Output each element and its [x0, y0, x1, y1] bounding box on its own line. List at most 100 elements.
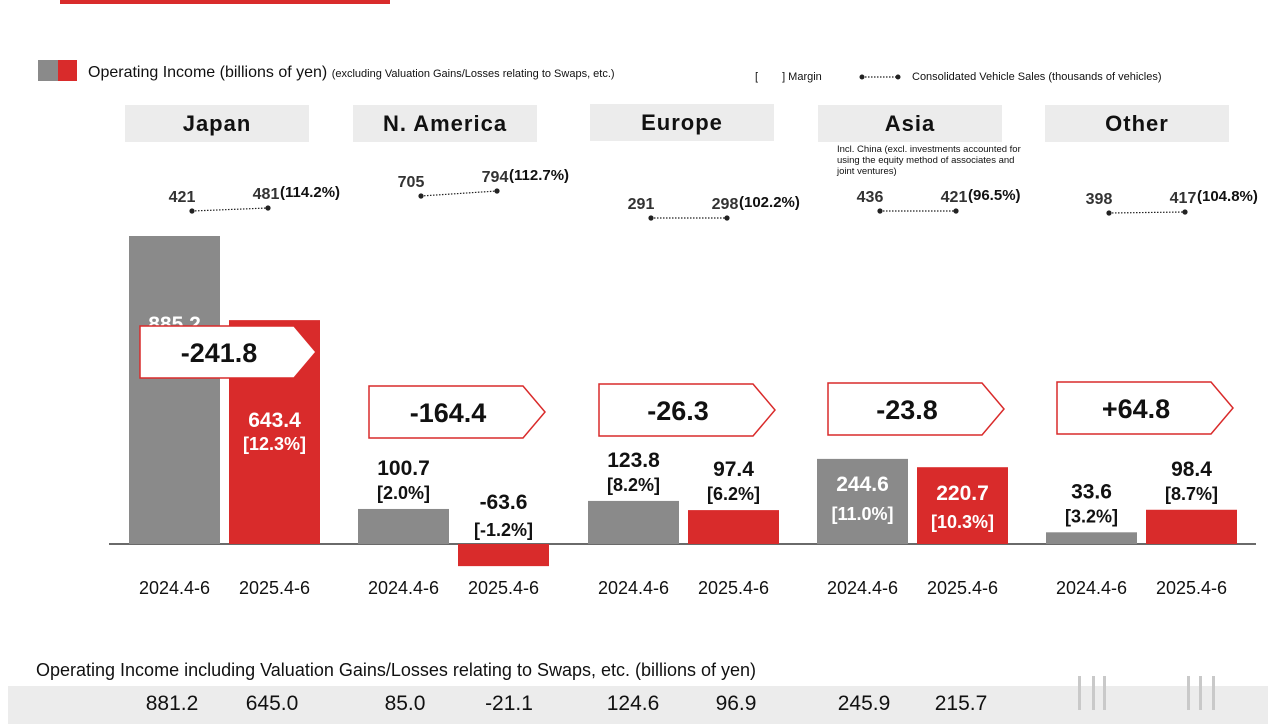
- legend-swatch-current: [58, 60, 77, 81]
- sales-point-n-america-current: [494, 188, 500, 194]
- bar-value-europe-prior: 123.8: [607, 449, 660, 472]
- blurred-bar-mark: [1078, 676, 1081, 710]
- swap-value: 645.0: [245, 692, 299, 715]
- swap-value: 881.2: [145, 692, 199, 715]
- sales-line-japan: [191, 207, 269, 212]
- bar-value-other-prior: 33.6: [1071, 480, 1112, 503]
- title-strip: [60, 0, 390, 4]
- period-label-n-america-prior: 2024.4-6: [368, 578, 439, 598]
- swap-value: -21.1: [485, 692, 533, 715]
- period-label-other-prior: 2024.4-6: [1056, 578, 1127, 598]
- sales-value-other-prior: 398: [1086, 191, 1113, 208]
- sales-point-n-america-prior: [418, 193, 424, 199]
- sales-point-japan-prior: [189, 208, 195, 214]
- change-arrow-europe: [598, 383, 776, 437]
- bar-value-asia-current: 220.7: [936, 482, 989, 505]
- blurred-bar-mark: [1187, 676, 1190, 710]
- swap-title: Operating Income including Valuation Gai…: [36, 660, 757, 680]
- legend-title: Operating Income (billions of yen) (excl…: [88, 64, 615, 82]
- period-label-europe-prior: 2024.4-6: [598, 578, 669, 598]
- sales-point-europe-prior: [648, 215, 654, 221]
- bar-margin-europe-prior: [8.2%]: [607, 475, 660, 495]
- bar-margin-asia-current: [10.3%]: [931, 512, 994, 532]
- sales-point-other-prior: [1106, 210, 1112, 216]
- change-arrow-asia: [827, 382, 1005, 436]
- sales-value-asia-prior: 436: [857, 189, 884, 206]
- swap-value: 85.0: [384, 692, 426, 715]
- legend-swatch-prior: [38, 60, 58, 81]
- change-arrow-other: [1056, 381, 1234, 435]
- legend-title-note: (excluding Valuation Gains/Losses relati…: [331, 68, 615, 80]
- bar-value-n-america-current: -63.6: [480, 491, 528, 514]
- bar-asia-prior: [817, 458, 908, 544]
- period-label-japan-prior: 2024.4-6: [139, 578, 210, 598]
- bar-value-n-america-prior: 100.7: [377, 457, 430, 480]
- sales-value-japan-current: 481: [253, 186, 280, 203]
- sales-point-europe-current: [724, 215, 730, 221]
- sales-ratio-asia: (96.5%): [968, 187, 1021, 204]
- bar-margin-europe-current: [6.2%]: [707, 484, 760, 504]
- change-value-japan: -241.8: [181, 338, 258, 368]
- change-value-other: +64.8: [1102, 394, 1170, 424]
- bar-n-america-prior: [358, 508, 449, 544]
- blurred-bar-mark: [1212, 676, 1215, 710]
- change-value-asia: -23.8: [876, 395, 938, 425]
- swap-value: 96.9: [715, 692, 757, 715]
- period-label-n-america-current: 2025.4-6: [468, 578, 539, 598]
- bar-europe-current: [688, 510, 779, 544]
- period-label-japan-current: 2025.4-6: [239, 578, 310, 598]
- region-label-n-america: N. America: [353, 105, 537, 142]
- region-label-asia: Asia: [818, 105, 1002, 142]
- sales-point-japan-current: [265, 205, 271, 211]
- sales-line-other: [1108, 211, 1186, 214]
- legend-sales-label: Consolidated Vehicle Sales (thousands of…: [912, 71, 1162, 83]
- blurred-bar-mark: [1199, 676, 1202, 710]
- period-label-asia-prior: 2024.4-6: [827, 578, 898, 598]
- blurred-bar-mark: [1092, 676, 1095, 710]
- legend-margin-close: ] Margin: [782, 71, 822, 83]
- period-label-europe-current: 2025.4-6: [698, 578, 769, 598]
- sales-value-europe-current: 298: [712, 196, 739, 213]
- bar-margin-n-america-prior: [2.0%]: [377, 483, 430, 503]
- operating-income-chart: 885.2[16.9%]2024.4-6643.4[12.3%]2025.4-6…: [109, 167, 1258, 598]
- bar-other-current: [1146, 509, 1237, 544]
- asia-note: Incl. China (excl. investments accounted…: [837, 144, 1021, 177]
- region-label-other: Other: [1045, 105, 1229, 142]
- bar-margin-other-current: [8.7%]: [1165, 484, 1218, 504]
- bar-asia-current: [917, 467, 1008, 544]
- region-label-japan: Japan: [125, 105, 309, 142]
- sales-value-europe-prior: 291: [628, 196, 655, 213]
- change-value-europe: -26.3: [647, 396, 709, 426]
- bar-value-europe-current: 97.4: [713, 458, 754, 481]
- sales-value-asia-current: 421: [941, 189, 968, 206]
- period-label-other-current: 2025.4-6: [1156, 578, 1227, 598]
- region-label-europe: Europe: [590, 104, 774, 141]
- change-arrow-n-america: [368, 385, 546, 439]
- sales-value-n-america-prior: 705: [398, 174, 425, 191]
- period-label-asia-current: 2025.4-6: [927, 578, 998, 598]
- bar-value-japan-current: 643.4: [248, 409, 301, 432]
- bar-value-asia-prior: 244.6: [836, 473, 889, 496]
- sales-value-other-current: 417: [1170, 190, 1197, 207]
- change-arrow-japan: [139, 325, 317, 379]
- sales-ratio-japan: (114.2%): [280, 184, 340, 201]
- swap-fade: [1030, 686, 1268, 724]
- legend-margin-open: [: [755, 71, 759, 83]
- blurred-bar-mark: [1103, 676, 1106, 710]
- bar-margin-asia-prior: [11.0%]: [831, 504, 893, 524]
- swap-value: 215.7: [934, 692, 988, 715]
- bar-europe-prior: [588, 500, 679, 544]
- sales-value-japan-prior: 421: [169, 189, 196, 206]
- change-value-n-america: -164.4: [410, 398, 487, 428]
- sales-point-other-current: [1182, 209, 1188, 215]
- bar-margin-other-prior: [3.2%]: [1065, 506, 1118, 526]
- sales-ratio-n-america: (112.7%): [509, 167, 569, 184]
- bar-other-prior: [1046, 532, 1137, 544]
- sales-value-n-america-current: 794: [482, 169, 509, 186]
- sales-line-n-america: [420, 190, 498, 197]
- sales-point-asia-prior: [877, 208, 883, 214]
- bar-n-america-current: [458, 544, 549, 567]
- legend-sales-line-icon: [859, 74, 901, 80]
- bar-margin-japan-current: [12.3%]: [243, 434, 306, 454]
- sales-point-asia-current: [953, 208, 959, 214]
